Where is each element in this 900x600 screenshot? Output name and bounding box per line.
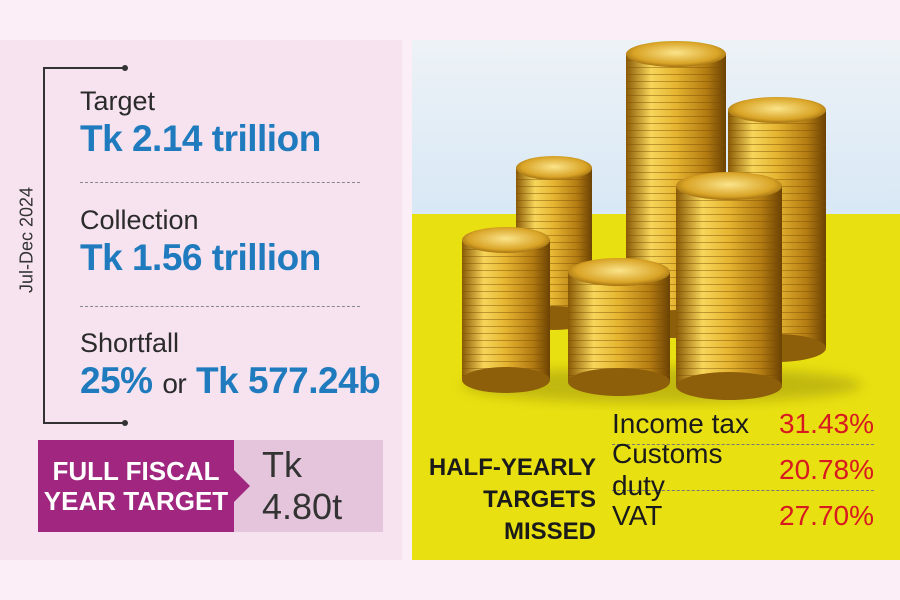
fiscal-target-box: FULL FISCAL YEAR TARGET Tk 4.80t: [38, 440, 383, 532]
tax-name: Income tax: [612, 408, 749, 439]
period-label: Jul-Dec 2024: [16, 186, 37, 294]
shortfall-value: 25% or Tk 577.24b: [80, 358, 381, 407]
tax-shortfall-pct: 20.78%: [779, 454, 874, 485]
coin-stack: [462, 227, 550, 393]
coin-stack: [676, 172, 782, 400]
metric-target: Target Tk 2.14 trillion: [80, 86, 321, 162]
shortfall-label: Shortfall: [80, 328, 180, 358]
timeline-bottom: [43, 422, 125, 424]
tax-name: Customs duty: [612, 438, 723, 501]
tax-shortfall-pct: 31.43%: [779, 408, 874, 439]
collection-value: Tk 1.56 trillion: [80, 237, 321, 278]
metric-shortfall: Shortfall 25% or Tk 577.24b: [80, 328, 381, 407]
tax-name: VAT: [612, 500, 663, 531]
metric-collection: Collection Tk 1.56 trillion: [80, 205, 321, 281]
fiscal-line2: YEAR TARGET: [43, 486, 229, 516]
tax-row-customs: Customs duty 20.78%: [612, 438, 874, 501]
missed-title-line: TARGETS: [483, 486, 596, 513]
fiscal-target-label: FULL FISCAL YEAR TARGET: [38, 440, 234, 532]
target-label: Target: [80, 86, 156, 116]
missed-title-line: MISSED: [503, 518, 596, 545]
fiscal-line1: FULL FISCAL: [52, 456, 220, 486]
missed-targets-panel: HALF-YEARLY TARGETS MISSED Income tax 31…: [412, 40, 900, 560]
divider: [80, 306, 360, 307]
missed-title-line: HALF-YEARLY: [428, 454, 596, 481]
shortfall-amount: Tk 577.24b: [196, 360, 381, 401]
divider: [80, 182, 360, 183]
timeline-top: [43, 67, 125, 69]
fiscal-arrow-icon: [234, 470, 250, 502]
tax-shortfall-pct: 27.70%: [779, 500, 874, 531]
missed-targets-title: HALF-YEARLY TARGETS MISSED: [424, 452, 596, 548]
target-value: Tk 2.14 trillion: [80, 118, 321, 159]
collection-label: Collection: [80, 205, 199, 235]
timeline-dot-top: [122, 65, 128, 71]
tax-row-vat: VAT 27.70%: [612, 496, 874, 536]
fiscal-target-value: Tk 4.80t: [262, 444, 343, 527]
shortfall-pct: 25%: [80, 360, 153, 401]
gold-coin-stacks-illustration: [462, 41, 862, 403]
coin-stack: [568, 258, 670, 396]
timeline-line: [43, 67, 45, 424]
timeline-dot-bottom: [122, 420, 128, 426]
shortfall-connector: or: [162, 368, 187, 399]
tax-row-income: Income tax 31.43%: [612, 404, 874, 445]
